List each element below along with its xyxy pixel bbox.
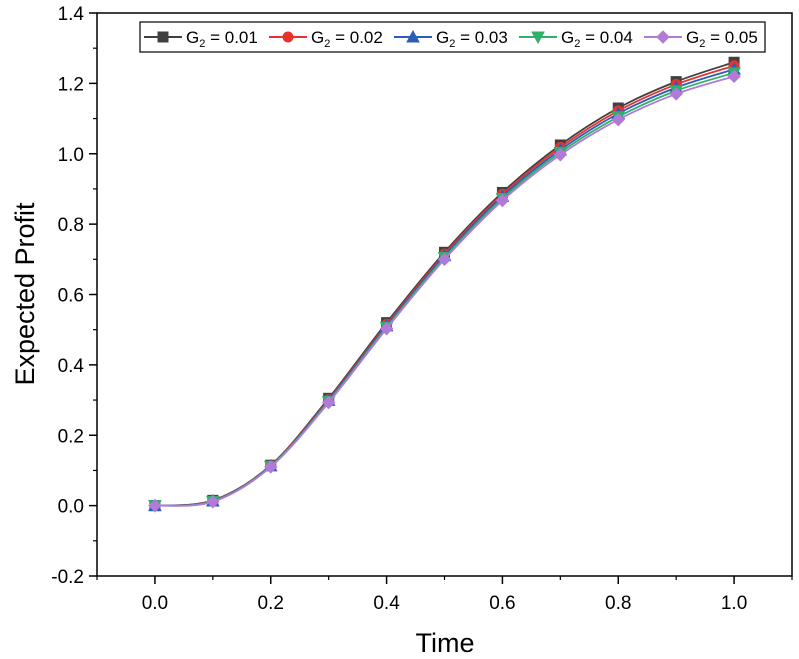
x-axis: 0.0 0.2 0.4 0.6 0.8 1.0 <box>96 576 793 614</box>
data-point <box>669 87 683 101</box>
legend-label-sub: 2 <box>324 38 330 50</box>
series-layer <box>148 56 741 513</box>
series-line <box>154 71 735 507</box>
legend-item: G2 = 0.01 <box>144 28 258 50</box>
legend: G2 = 0.01 G2 = 0.02 G2 = 0.03 G2 = 0.04 G2 =… <box>139 21 766 53</box>
data-point <box>148 498 162 513</box>
x-tick-label: 0.2 <box>258 593 284 614</box>
legend-label-rest: = 0.05 <box>705 28 757 47</box>
x-tick-label: 1.0 <box>721 593 747 614</box>
legend-item: G2 = 0.02 <box>269 28 383 50</box>
legend-marker <box>282 31 294 43</box>
series-4 <box>148 67 741 513</box>
data-point <box>264 460 278 474</box>
legend-label: G2 = 0.05 <box>686 28 758 50</box>
series-5 <box>148 69 741 513</box>
legend-label-main: G <box>436 28 449 47</box>
y-axis-title: Expected Profit <box>10 202 40 386</box>
legend-label-sub: 2 <box>199 38 205 50</box>
series-line <box>154 75 735 507</box>
y-tick-label: 1.2 <box>58 74 84 95</box>
legend-box <box>139 21 766 53</box>
y-tick-label: 1.4 <box>58 4 85 25</box>
x-tick-label: 0.6 <box>489 593 515 614</box>
legend-label-sub: 2 <box>449 38 455 50</box>
legend-label-sub: 2 <box>699 38 705 50</box>
y-tick-label: 0.4 <box>58 356 85 377</box>
legend-label-main: G <box>686 28 699 47</box>
y-axis: -0.2 0.0 0.2 0.4 0.6 0.8 1.0 1.2 1.4 <box>51 4 97 588</box>
y-tick-label: 1.0 <box>58 145 84 166</box>
data-point <box>206 495 220 509</box>
x-axis-title: Time <box>416 628 475 658</box>
legend-label-rest: = 0.04 <box>580 28 632 47</box>
legend-marker <box>531 31 545 45</box>
data-point <box>379 321 394 336</box>
legend-item: G2 = 0.03 <box>394 28 508 50</box>
x-tick-label: 0.8 <box>605 593 631 614</box>
legend-label-rest: = 0.01 <box>205 28 257 47</box>
x-tick-label: 0.4 <box>373 593 400 614</box>
series-3 <box>148 62 741 512</box>
y-tick-label: 0.6 <box>58 286 84 307</box>
legend-label-sub: 2 <box>574 38 580 50</box>
legend-label: G2 = 0.01 <box>186 28 258 50</box>
plot-frame <box>96 12 793 577</box>
series-2 <box>149 60 740 512</box>
legend-label-main: G <box>311 28 324 47</box>
series-1 <box>149 56 740 512</box>
x-tick-label: 0.0 <box>142 593 168 614</box>
y-tick-label: 0.0 <box>58 497 84 518</box>
legend-label: G2 = 0.04 <box>561 28 633 50</box>
legend-marker <box>157 31 169 43</box>
data-point <box>611 112 625 127</box>
y-tick-label: 0.8 <box>58 215 84 236</box>
legend-item: G2 = 0.05 <box>644 28 758 50</box>
y-tick-label: -0.2 <box>51 567 84 588</box>
y-tick-label: 0.2 <box>58 426 84 447</box>
legend-marker <box>656 30 670 44</box>
legend-item: G2 = 0.04 <box>519 28 633 50</box>
legend-label-main: G <box>186 28 199 47</box>
legend-label-rest: = 0.03 <box>455 28 507 47</box>
series-line <box>154 68 735 507</box>
data-point <box>437 252 452 267</box>
series-line <box>154 64 735 507</box>
legend-label-main: G <box>561 28 574 47</box>
legend-label: G2 = 0.03 <box>436 28 508 50</box>
data-point <box>553 148 568 162</box>
data-point <box>321 395 336 410</box>
series-line <box>154 61 735 507</box>
legend-label: G2 = 0.02 <box>311 28 383 50</box>
legend-marker <box>406 29 420 43</box>
data-point <box>727 69 741 84</box>
data-point <box>495 193 510 208</box>
legend-label-rest: = 0.02 <box>330 28 382 47</box>
